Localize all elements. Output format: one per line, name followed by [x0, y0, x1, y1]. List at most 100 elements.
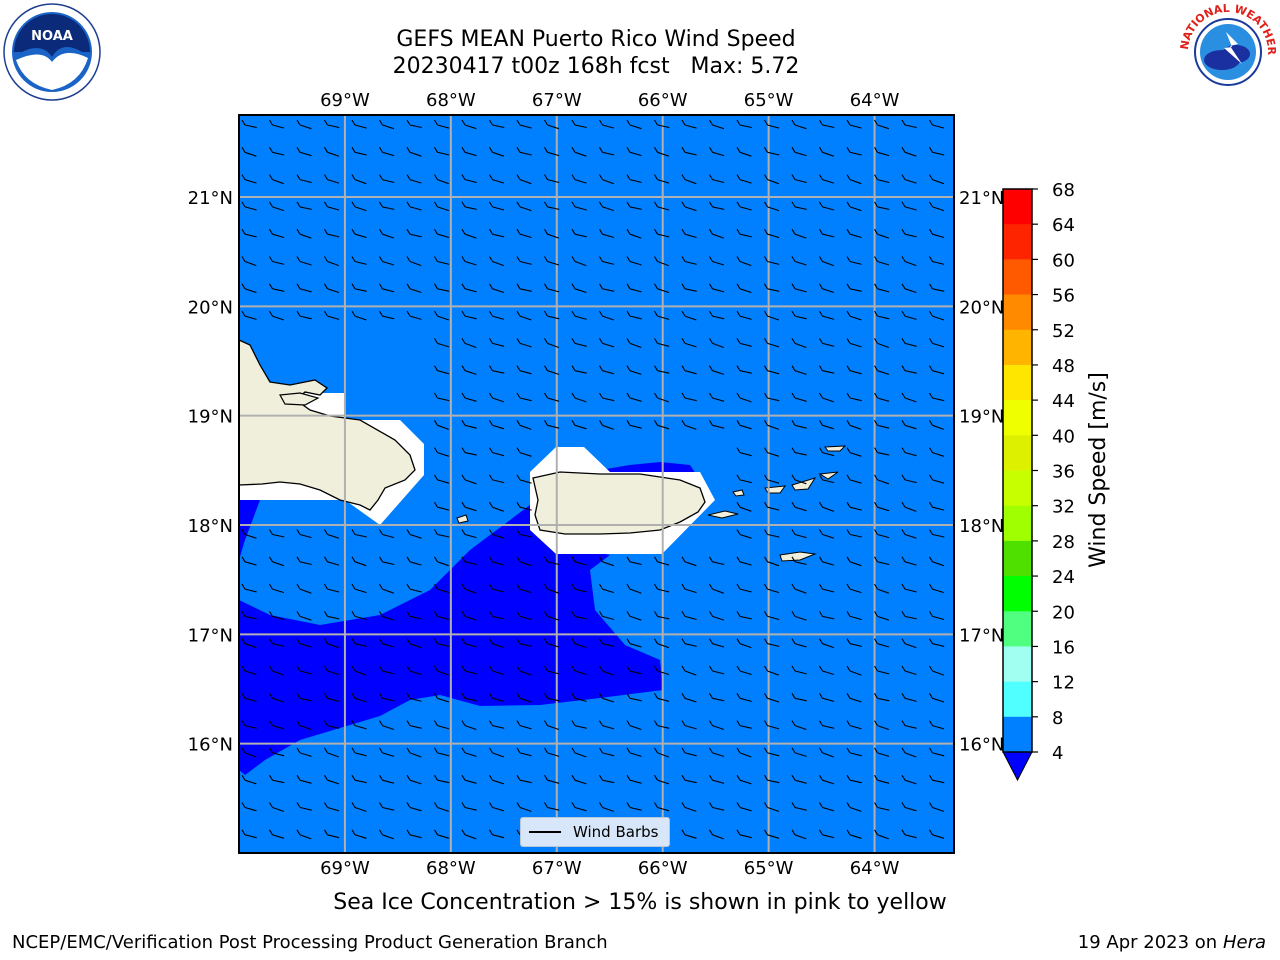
wind-barb [874, 447, 890, 456]
wind-barb [324, 829, 340, 839]
wind-barb [819, 201, 835, 211]
colorbar-segment [1003, 294, 1032, 331]
wind-barb [901, 256, 917, 267]
wind-barb [406, 583, 422, 593]
wind-barb [571, 174, 587, 184]
wind-barb [516, 201, 532, 212]
wind-barb [654, 720, 670, 729]
wind-barb [489, 720, 505, 729]
wind-barb [296, 310, 312, 320]
wind-barb [929, 256, 945, 265]
wind-barb [296, 529, 312, 539]
wind-barb [764, 447, 780, 457]
wind-barb [626, 420, 642, 429]
wind-barb [681, 693, 697, 703]
wind-barb [516, 228, 532, 239]
wind-barb [516, 310, 532, 321]
wind-barb [599, 693, 615, 703]
wind-barb [269, 283, 285, 292]
wind-barb [736, 611, 752, 620]
wind-barb [324, 747, 339, 758]
wind-barb [901, 338, 917, 347]
wind-barb [819, 338, 835, 347]
wind-barb [819, 829, 835, 839]
wind-barb [846, 720, 862, 730]
wind-barb [406, 802, 422, 812]
wind-barb [791, 147, 807, 157]
wind-barb [379, 283, 395, 293]
wind-barb [571, 611, 587, 620]
wind-barb [379, 611, 395, 621]
wind-barb [571, 283, 587, 294]
wind-barb [544, 310, 560, 320]
wind-barb [846, 829, 862, 839]
wind-barb [736, 228, 752, 238]
wind-barb [351, 174, 367, 185]
wind-barb [929, 474, 945, 484]
wind-barb [819, 392, 835, 403]
wind-barb [681, 201, 697, 212]
wind-barb [626, 638, 642, 648]
wind-barb [434, 529, 450, 538]
wind-barb [736, 774, 752, 785]
wind-barb [489, 310, 505, 320]
wind-barb [846, 119, 862, 129]
wind-barb [901, 420, 917, 430]
wind-barb [351, 802, 367, 812]
wind-barb [819, 174, 835, 184]
wind-barb [461, 174, 477, 184]
wind-barb [626, 228, 642, 239]
footer-date-text: 19 Apr 2023 on [1077, 932, 1223, 953]
wind-barb [736, 720, 752, 729]
wind-barb [929, 720, 945, 730]
wind-barb [901, 447, 917, 457]
wind-barb [241, 201, 257, 211]
wind-barb [241, 147, 257, 157]
wind-barb [516, 665, 532, 676]
wind-barb [379, 774, 395, 784]
wind-barb [709, 611, 725, 621]
wind-barb [901, 556, 917, 566]
wind-barb [571, 774, 587, 785]
wind-barb [379, 693, 395, 702]
wind-barb [461, 583, 477, 594]
wind-barb [599, 338, 615, 348]
wind-barb [929, 310, 945, 321]
wind-barb [681, 665, 697, 676]
wind-barb [379, 310, 395, 320]
wind-barb [461, 420, 477, 429]
wind-barb [269, 611, 285, 621]
wind-barb [599, 119, 615, 129]
wind-barb [654, 693, 670, 702]
wind-barb [846, 228, 862, 239]
wind-barb [379, 638, 395, 648]
wind-barb [406, 310, 422, 320]
wind-barb [599, 420, 614, 430]
wind-barb [434, 720, 450, 730]
colorbar-tick-label: 44 [1052, 391, 1075, 412]
wind-barb [626, 310, 642, 320]
wind-barb [764, 556, 780, 567]
lon-tick-top: 67°W [532, 90, 582, 111]
wind-barb [461, 638, 477, 648]
wind-barb [434, 774, 450, 784]
wind-barb [929, 802, 945, 812]
wind-barb [516, 747, 532, 757]
nws-logo: NATIONAL WEATHER SERVICE [1178, 2, 1278, 100]
wind-barb [901, 829, 917, 839]
wind-barb [654, 256, 669, 267]
wind-barb [819, 802, 835, 812]
gridlines [239, 115, 954, 853]
wind-barb [461, 256, 477, 266]
wind-barb [736, 256, 752, 267]
wind-barb [516, 611, 532, 621]
wind-barb [736, 174, 752, 184]
wind-barb [406, 747, 422, 758]
wind-barb [434, 802, 450, 812]
colorbar-under-triangle [1002, 751, 1033, 782]
wind-barb [764, 201, 780, 212]
wind-barb [269, 529, 285, 538]
wind-barb [846, 420, 862, 430]
wind-barb [379, 802, 395, 811]
